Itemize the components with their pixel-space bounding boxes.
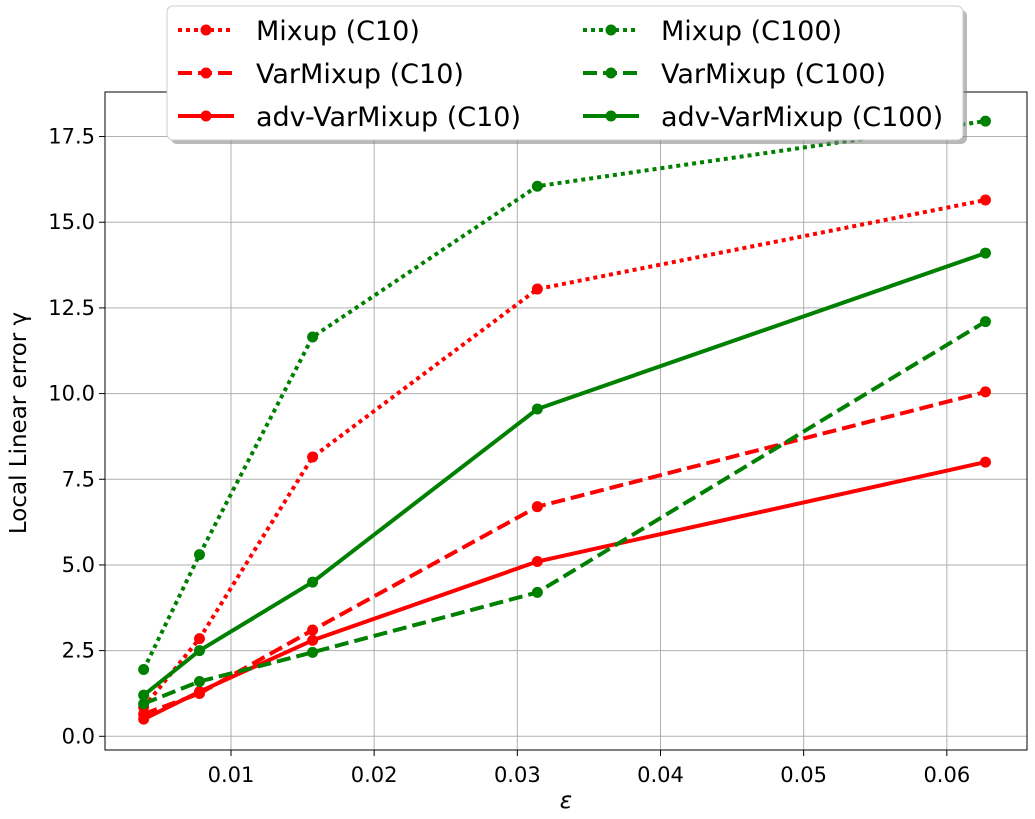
y-tick-label: 0.0 — [62, 724, 95, 748]
legend: Mixup (C10) VarMixup (C10) adv-VarMixup (C… — [166, 5, 967, 144]
data-point — [307, 451, 319, 463]
legend-marker — [200, 67, 212, 79]
data-point — [307, 576, 319, 588]
data-point — [531, 556, 543, 568]
data-point — [979, 456, 991, 468]
x-tick-label: 0.04 — [637, 763, 684, 787]
series-adv-varmixup-c100 — [138, 247, 991, 701]
series-varmixup-c100 — [138, 316, 991, 710]
legend-marker — [605, 67, 617, 79]
data-point — [138, 663, 150, 675]
series-line — [142, 198, 986, 709]
y-tick-label: 2.5 — [62, 639, 95, 663]
series-varmixup-c10 — [138, 386, 991, 720]
legend-label: VarMixup (C100) — [661, 59, 886, 90]
series-layer — [138, 115, 991, 725]
data-point — [193, 675, 205, 687]
data-point — [979, 194, 991, 206]
y-tick-label: 7.5 — [62, 467, 95, 491]
legend-marker — [200, 110, 212, 122]
x-tick-label: 0.01 — [208, 763, 255, 787]
y-tick-label: 15.0 — [48, 210, 95, 234]
data-point — [531, 586, 543, 598]
legend-box — [166, 5, 964, 141]
legend-marker — [605, 110, 617, 122]
legend-marker — [200, 24, 212, 36]
series-line — [141, 119, 986, 671]
grid — [105, 92, 1027, 750]
data-point — [193, 686, 205, 698]
x-tick-label: 0.02 — [351, 763, 398, 787]
data-point — [307, 646, 319, 658]
data-point — [307, 634, 319, 646]
y-tick-label: 12.5 — [48, 296, 95, 320]
legend-label: adv-VarMixup (C100) — [661, 102, 943, 133]
data-point — [979, 316, 991, 328]
data-point — [979, 247, 991, 259]
data-point — [193, 633, 205, 645]
x-axis-label: ε — [560, 788, 572, 814]
y-tick-label: 5.0 — [62, 553, 95, 577]
y-tick-label: 10.0 — [48, 382, 95, 406]
data-point — [138, 698, 150, 710]
legend-marker — [605, 24, 617, 36]
data-point — [979, 386, 991, 398]
data-point — [531, 501, 543, 513]
x-tick-label: 0.03 — [494, 763, 541, 787]
series-adv-varmixup-c10 — [138, 456, 991, 725]
x-tick-label: 0.05 — [780, 763, 827, 787]
x-tick-label: 0.06 — [923, 763, 970, 787]
data-point — [193, 645, 205, 657]
series-mixup-c100 — [138, 115, 991, 675]
legend-label: adv-VarMixup (C10) — [256, 102, 521, 133]
ticks: 0.01 0.02 0.03 0.04 0.05 0.06 0.0 2.5 5.0 7.5 10.0… — [48, 125, 970, 787]
data-point — [531, 403, 543, 415]
series-line — [143, 389, 986, 716]
legend-label: Mixup (C100) — [661, 16, 842, 47]
series-line — [142, 251, 987, 697]
legend-label: Mixup (C10) — [256, 16, 420, 47]
y-axis-label: Local Linear error γ — [6, 312, 32, 534]
legend-label: VarMixup (C10) — [256, 59, 464, 90]
y-tick-label: 17.5 — [48, 125, 95, 149]
plot-frame — [104, 91, 1028, 751]
series-line — [142, 319, 987, 706]
data-point — [307, 331, 319, 343]
data-point — [307, 624, 319, 636]
data-point — [138, 713, 150, 725]
series-mixup-c10 — [138, 194, 991, 713]
data-point — [138, 689, 150, 701]
data-point — [531, 283, 543, 295]
data-point — [979, 115, 991, 127]
data-point — [193, 549, 205, 561]
data-point — [531, 180, 543, 192]
